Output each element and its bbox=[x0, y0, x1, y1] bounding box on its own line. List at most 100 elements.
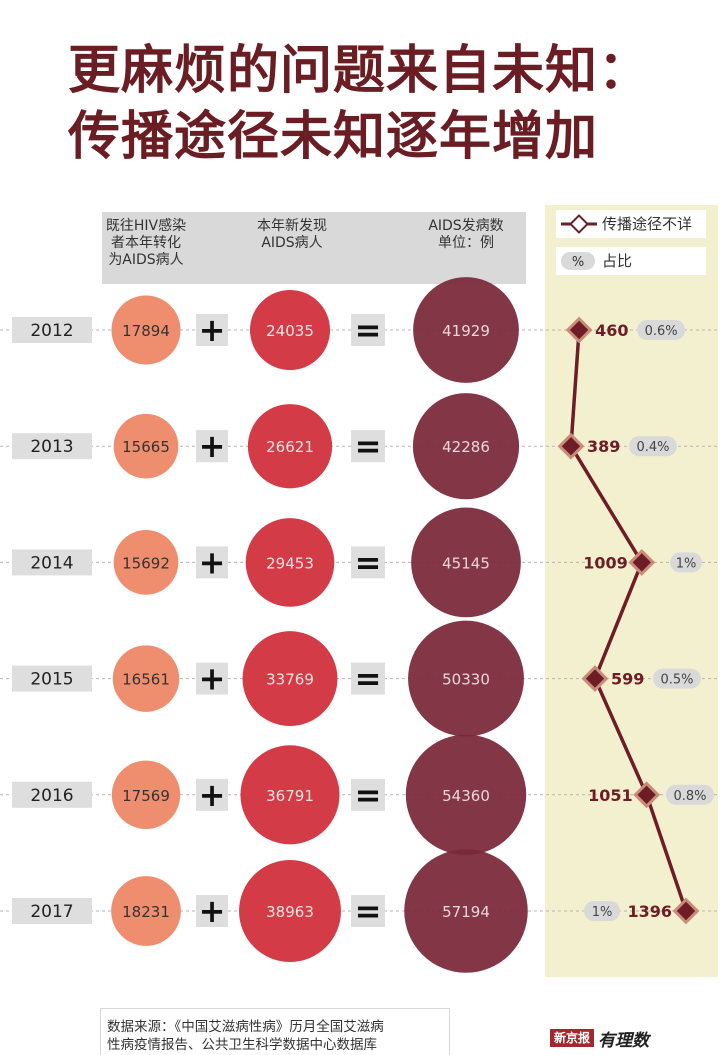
new-found-bubble bbox=[245, 518, 335, 607]
pct-pill bbox=[637, 320, 686, 340]
pct-label: 1% bbox=[676, 556, 697, 571]
plus-sign: + bbox=[199, 660, 226, 698]
source-line-2: 性病疫情报告、公共卫生科学数据中心数据库 bbox=[107, 1037, 377, 1053]
prior-converted-value: 17569 bbox=[122, 787, 170, 805]
unknown-route-value: 599 bbox=[611, 670, 644, 689]
prior-converted-value: 18231 bbox=[122, 903, 170, 921]
plus-sign: + bbox=[199, 543, 226, 581]
unknown-route-point bbox=[672, 897, 700, 925]
plus-sign-box bbox=[196, 546, 228, 579]
header-prior-converted-line: 者本年转化 bbox=[111, 235, 181, 251]
header-aids-cases-line: 单位：例 bbox=[438, 235, 494, 251]
equals-sign-box bbox=[351, 778, 385, 811]
data-source-note: 数据来源：《中国艾滋病性病》历月全国艾滋病 性病疫情报告、公共卫生科学数据中心数… bbox=[100, 1008, 450, 1055]
pct-label: 1% bbox=[592, 905, 613, 920]
legend-diamond-icon bbox=[569, 214, 589, 234]
equals-sign: = bbox=[355, 892, 382, 930]
pct-label: 0.8% bbox=[673, 789, 706, 804]
pct-pill bbox=[629, 436, 677, 457]
aids-cases-value: 54360 bbox=[442, 787, 490, 805]
source-line-1: 数据来源：《中国艾滋病性病》历月全国艾滋病 bbox=[107, 1019, 384, 1035]
aids-cases-bubble bbox=[411, 507, 521, 618]
unknown-route-value: 389 bbox=[587, 437, 620, 456]
pct-label: 0.6% bbox=[645, 324, 678, 339]
new-found-bubble bbox=[247, 404, 333, 489]
new-found-bubble bbox=[239, 860, 341, 962]
plus-sign-box bbox=[196, 662, 228, 695]
year-label: 2014 bbox=[30, 553, 73, 573]
prior-converted-value: 16561 bbox=[122, 671, 170, 689]
unknown-route-value: 1051 bbox=[588, 786, 633, 805]
new-found-value: 33769 bbox=[266, 671, 314, 689]
prior-converted-value: 17894 bbox=[122, 322, 170, 340]
header-new-found-line: AIDS病人 bbox=[261, 235, 322, 251]
unknown-route-point bbox=[557, 432, 585, 460]
plus-sign-box bbox=[196, 430, 228, 463]
equals-sign: = bbox=[355, 311, 382, 349]
aids-cases-value: 45145 bbox=[442, 554, 490, 572]
aids-cases-value: 50330 bbox=[442, 671, 490, 689]
plus-sign-box bbox=[196, 895, 228, 927]
new-found-bubble bbox=[249, 289, 331, 371]
brand-paper-name: 新京报 bbox=[550, 1029, 595, 1047]
header-prior-converted-line: 既往HIV感染 bbox=[106, 217, 186, 234]
unknown-route-value: 460 bbox=[595, 321, 628, 340]
year-label-box bbox=[12, 898, 92, 924]
legend-line-label: 传播途径不详 bbox=[602, 215, 692, 233]
new-found-value: 29453 bbox=[266, 554, 314, 572]
aids-cases-bubble bbox=[413, 277, 519, 383]
prior-converted-bubble bbox=[111, 295, 181, 365]
header-prior-converted-line: 为AIDS病人 bbox=[108, 252, 183, 268]
prior-converted-bubble bbox=[113, 530, 179, 595]
prior-converted-bubble bbox=[113, 413, 179, 479]
prior-converted-bubble bbox=[111, 760, 181, 830]
plus-sign: + bbox=[199, 892, 226, 930]
brand-logo: 新京报 有理数 bbox=[550, 1028, 650, 1051]
year-label-box bbox=[12, 433, 92, 460]
equals-sign-box bbox=[351, 662, 385, 695]
brand-column-name: 有理数 bbox=[598, 1030, 650, 1051]
pct-label: 0.5% bbox=[660, 673, 693, 688]
equals-sign: = bbox=[355, 660, 382, 698]
legend-pct-pill bbox=[561, 252, 595, 270]
pct-pill bbox=[670, 552, 702, 573]
legend-pct-label: 占比 bbox=[602, 252, 632, 270]
prior-converted-value: 15665 bbox=[122, 438, 170, 456]
year-label-box bbox=[12, 317, 92, 343]
unknown-route-value: 1009 bbox=[583, 553, 628, 572]
prior-converted-bubble bbox=[111, 876, 181, 946]
unknown-route-point bbox=[581, 665, 609, 693]
legend: 传播途径不详% 占比 bbox=[556, 210, 706, 275]
equals-sign: = bbox=[355, 543, 382, 581]
data-rows: 2012 17894 +24035 = 41929 2013 15665 +26621 = 422… bbox=[0, 277, 720, 973]
aids-cases-value: 41929 bbox=[442, 322, 490, 340]
new-found-value: 26621 bbox=[266, 438, 314, 456]
year-label: 2012 bbox=[30, 321, 73, 341]
year-label: 2013 bbox=[30, 437, 73, 457]
equals-sign-box bbox=[351, 314, 385, 346]
plus-sign-box bbox=[196, 778, 228, 811]
title-line-1: 更麻烦的问题来自未知： bbox=[68, 41, 652, 101]
header-aids-cases-line: AIDS发病数 bbox=[428, 218, 503, 234]
aids-cases-value: 57194 bbox=[442, 903, 490, 921]
unknown-route-point bbox=[628, 548, 656, 576]
year-label-box bbox=[12, 665, 92, 692]
aids-cases-value: 42286 bbox=[442, 438, 490, 456]
new-found-value: 38963 bbox=[266, 903, 314, 921]
year-label-box bbox=[12, 781, 92, 808]
pct-label: 0.4% bbox=[636, 440, 669, 455]
year-label: 2016 bbox=[30, 786, 73, 806]
header-new-found-line: 本年新发现 bbox=[257, 218, 327, 234]
equals-sign-box bbox=[351, 546, 385, 579]
equals-sign: = bbox=[355, 776, 382, 814]
pct-pill bbox=[666, 784, 714, 805]
page-title: 更麻烦的问题来自未知： 传播途径未知逐年增加 bbox=[68, 38, 651, 170]
unknown-route-point bbox=[633, 781, 661, 809]
aids-cases-bubble bbox=[412, 393, 520, 500]
aids-cases-bubble bbox=[408, 620, 524, 737]
new-found-value: 36791 bbox=[266, 787, 314, 805]
unknown-route-trend: 460 0.6% 389 0.4% 1009 1% 599 0.5% 1051 0.8% 1396 1… bbox=[557, 316, 714, 925]
equals-sign: = bbox=[355, 427, 382, 465]
